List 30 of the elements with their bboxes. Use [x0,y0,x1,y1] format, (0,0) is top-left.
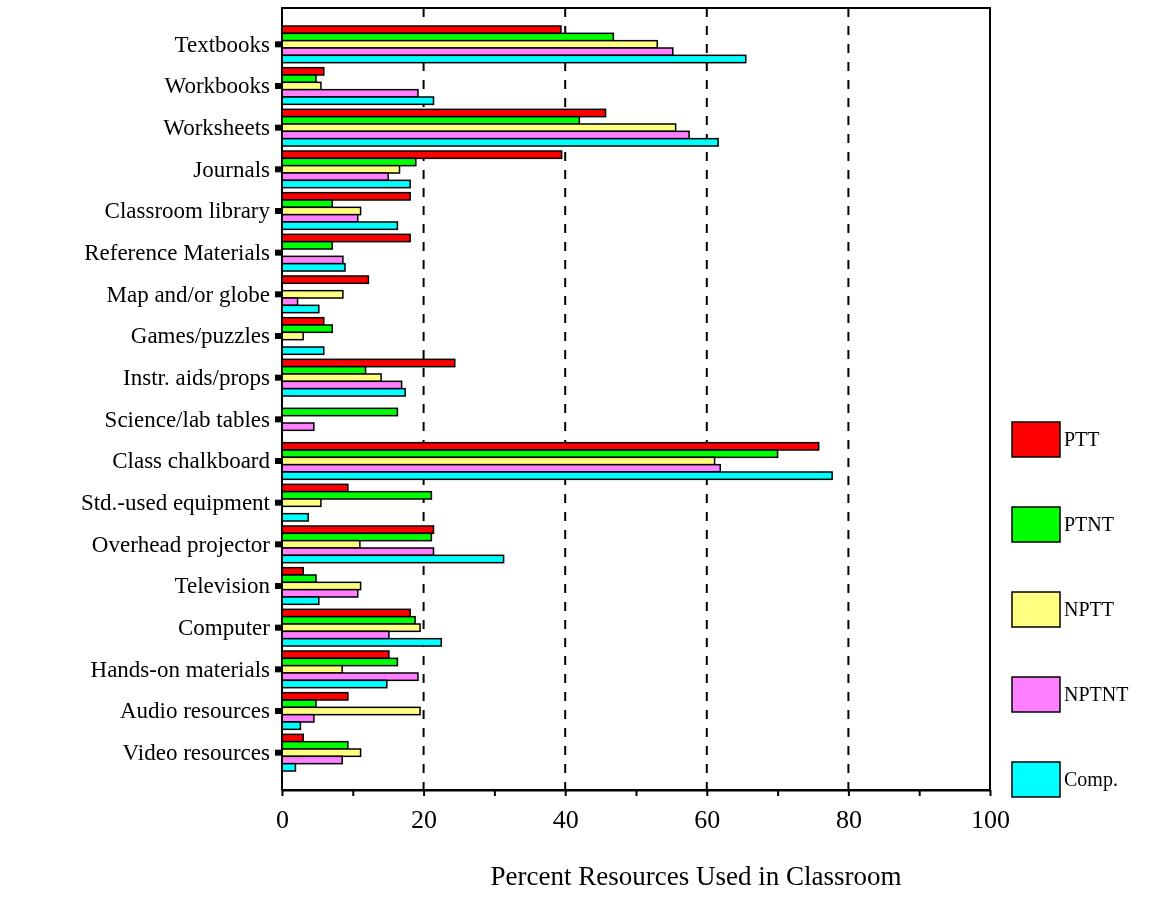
y-tick-label: Games/puzzles [130,323,271,349]
y-tick-label: Std.-used equipment [80,490,271,516]
y-tick-label: Reference Materials [84,240,271,266]
y-tick-label: Instr. aids/props [123,365,271,391]
legend-label: PTT [1064,428,1100,450]
x-axis-title: Percent Resources Used in Classroom [490,861,902,891]
y-tick-label: Map and/or globe [106,281,270,307]
y-tick-label: Classroom library [104,198,271,224]
y-tick-label: Worksheets [163,115,271,141]
legend-label: NPTT [1064,598,1114,620]
legend-label: NPTNT [1064,683,1129,705]
y-tick-label: Overhead projector [91,531,271,557]
x-tick-label: 0 [276,804,289,834]
x-tick-label: 80 [835,804,862,834]
y-tick-label: Class chalkboard [112,448,271,474]
x-tick-label: 20 [411,804,438,834]
x-tick-label: 100 [971,804,1010,834]
y-tick-label: Audio resources [119,698,271,724]
y-tick-label: Television [174,573,271,599]
y-tick-label: Textbooks [174,31,271,57]
legend-label: PTNT [1064,513,1114,535]
y-tick-label: Video resources [122,740,271,766]
x-tick-label: 60 [694,804,721,834]
y-tick-label: Computer [178,615,271,641]
y-tick-label: Science/lab tables [104,406,271,432]
x-tick-label: 40 [552,804,579,834]
y-tick-label: Hands-on materials [90,656,271,682]
legend-label: Comp. [1064,768,1118,791]
y-tick-label: Workbooks [164,73,271,99]
y-tick-label: Journals [193,156,271,182]
